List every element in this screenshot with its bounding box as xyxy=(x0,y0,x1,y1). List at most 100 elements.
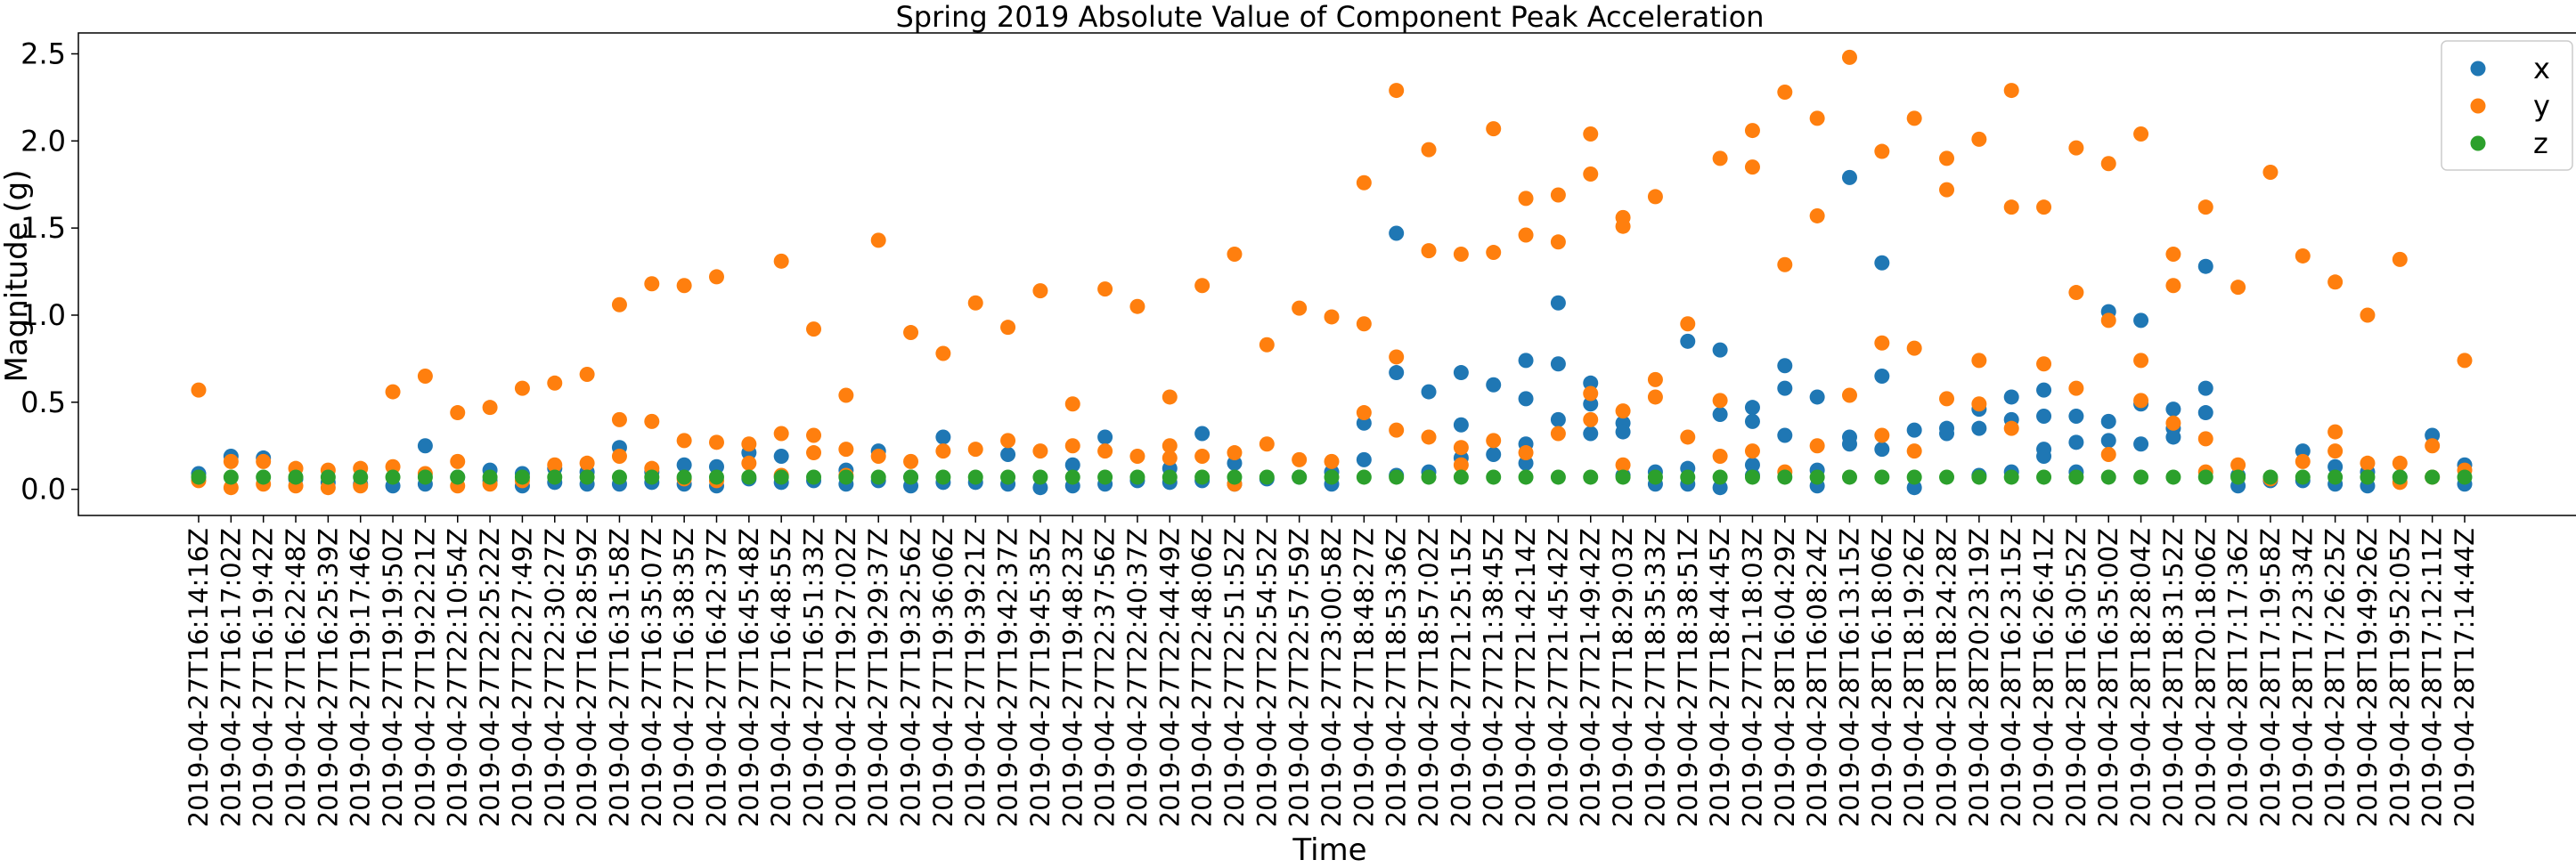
data-point-y xyxy=(1097,443,1113,459)
data-point-y xyxy=(1356,405,1372,421)
data-point-x xyxy=(1194,426,1211,442)
x-tick-label: 2019-04-27T22:40:37Z xyxy=(1122,528,1153,827)
data-point-x xyxy=(1906,480,1922,496)
data-point-y xyxy=(2425,438,2441,454)
data-point-z xyxy=(2457,469,2473,485)
x-tick-label: 2019-04-27T19:36:06Z xyxy=(928,528,958,827)
data-point-y xyxy=(223,480,239,496)
data-point-z xyxy=(1809,469,1825,485)
y-axis-label: Magnitude (g) xyxy=(0,169,35,382)
data-point-y xyxy=(967,295,983,311)
x-tick-label: 2019-04-27T22:57:59Z xyxy=(1284,528,1315,827)
data-point-x xyxy=(1550,411,1566,427)
data-point-y xyxy=(1615,403,1631,419)
data-point-y xyxy=(547,375,563,391)
y-tick-label: 1.0 xyxy=(20,298,66,332)
data-point-z xyxy=(838,469,854,485)
data-point-y xyxy=(1292,300,1308,316)
data-point-x xyxy=(2036,448,2052,464)
data-point-x xyxy=(2068,434,2084,450)
data-point-x xyxy=(1841,436,1857,452)
data-point-x xyxy=(1518,353,1534,369)
data-point-y xyxy=(838,442,854,458)
data-point-y xyxy=(450,453,466,469)
data-point-z xyxy=(1615,469,1631,485)
data-point-y xyxy=(1744,443,1760,459)
data-point-x xyxy=(2100,413,2116,429)
data-point-z xyxy=(967,469,983,485)
x-tick-label: 2019-04-28T17:12:11Z xyxy=(2417,528,2448,827)
data-point-y xyxy=(1389,422,1405,438)
data-point-z xyxy=(1324,469,1340,485)
x-tick-label: 2019-04-27T23:00:58Z xyxy=(1317,528,1347,827)
x-tick-label: 2019-04-28T16:18:06Z xyxy=(1867,528,1897,827)
data-point-z xyxy=(1032,469,1048,485)
x-tick-label: 2019-04-27T16:14:16Z xyxy=(183,528,214,827)
data-point-y xyxy=(1032,283,1048,299)
data-point-y xyxy=(1939,150,1955,166)
x-tick-label: 2019-04-27T21:38:45Z xyxy=(1479,528,1509,827)
data-point-y xyxy=(1453,246,1469,262)
data-point-y xyxy=(1647,371,1663,387)
data-point-z xyxy=(1227,469,1243,485)
data-point-x xyxy=(1389,365,1405,381)
data-point-y xyxy=(935,345,951,361)
data-point-y xyxy=(708,434,724,450)
legend: xyz xyxy=(2441,40,2573,171)
x-tick-label: 2019-04-27T19:48:23Z xyxy=(1057,528,1088,827)
data-point-y xyxy=(1809,438,1825,454)
data-point-z xyxy=(353,469,369,485)
data-point-y xyxy=(870,232,886,248)
data-point-y xyxy=(1518,227,1534,243)
x-tick-label: 2019-04-27T18:53:36Z xyxy=(1382,528,1412,827)
x-tick-label: 2019-04-27T19:27:02Z xyxy=(831,528,861,827)
data-point-y xyxy=(320,480,336,496)
data-point-y xyxy=(2100,447,2116,463)
x-tick-label: 2019-04-27T16:45:48Z xyxy=(734,528,764,827)
data-point-y xyxy=(2003,420,2019,436)
data-point-x xyxy=(676,457,692,473)
data-point-x xyxy=(773,448,789,464)
x-tick-label: 2019-04-27T16:17:02Z xyxy=(216,528,246,827)
data-point-y xyxy=(1518,445,1534,461)
x-tick-label: 2019-04-27T21:42:14Z xyxy=(1511,528,1541,827)
plot-area-frame xyxy=(77,32,2576,516)
data-point-y xyxy=(1550,426,1566,442)
x-tick-label: 2019-04-28T16:04:29Z xyxy=(1770,528,1800,827)
x-tick-label: 2019-04-28T20:18:06Z xyxy=(2190,528,2221,827)
data-point-z xyxy=(2262,469,2278,485)
x-tick-label: 2019-04-27T16:48:55Z xyxy=(766,528,796,827)
data-point-z xyxy=(1841,469,1857,485)
data-point-x xyxy=(2327,458,2344,475)
data-point-y xyxy=(2165,278,2181,294)
data-point-y xyxy=(1874,143,1890,159)
data-point-x xyxy=(2036,408,2052,424)
data-point-z xyxy=(1097,469,1113,485)
x-tick-label: 2019-04-28T17:23:34Z xyxy=(2287,528,2318,827)
data-point-y xyxy=(1712,150,1728,166)
data-point-y xyxy=(1032,443,1048,459)
data-point-y xyxy=(2100,156,2116,172)
data-point-y xyxy=(2327,443,2344,459)
x-tick-label: 2019-04-27T22:48:06Z xyxy=(1187,528,1218,827)
x-tick-label: 2019-04-27T16:31:58Z xyxy=(604,528,634,827)
x-tick-label: 2019-04-27T19:32:56Z xyxy=(896,528,926,827)
data-point-y xyxy=(2392,251,2408,267)
x-tick-label: 2019-04-27T19:22:21Z xyxy=(410,528,440,827)
data-point-y xyxy=(1324,453,1340,469)
data-point-y xyxy=(1227,445,1243,461)
x-tick-label: 2019-04-27T21:25:15Z xyxy=(1446,528,1476,827)
data-point-z xyxy=(773,469,789,485)
data-point-x xyxy=(1680,333,1696,349)
data-point-y xyxy=(611,296,627,312)
data-point-y xyxy=(1064,396,1080,412)
data-point-x xyxy=(1712,407,1728,423)
data-point-z xyxy=(1906,469,1922,485)
x-tick-label: 2019-04-28T16:08:24Z xyxy=(1802,528,1832,827)
data-point-z xyxy=(2230,469,2246,485)
data-point-y xyxy=(1389,83,1405,99)
data-point-y xyxy=(806,427,822,443)
y-tick-label: 0.5 xyxy=(20,385,66,419)
data-point-z xyxy=(611,469,627,485)
data-point-y xyxy=(1162,389,1178,405)
